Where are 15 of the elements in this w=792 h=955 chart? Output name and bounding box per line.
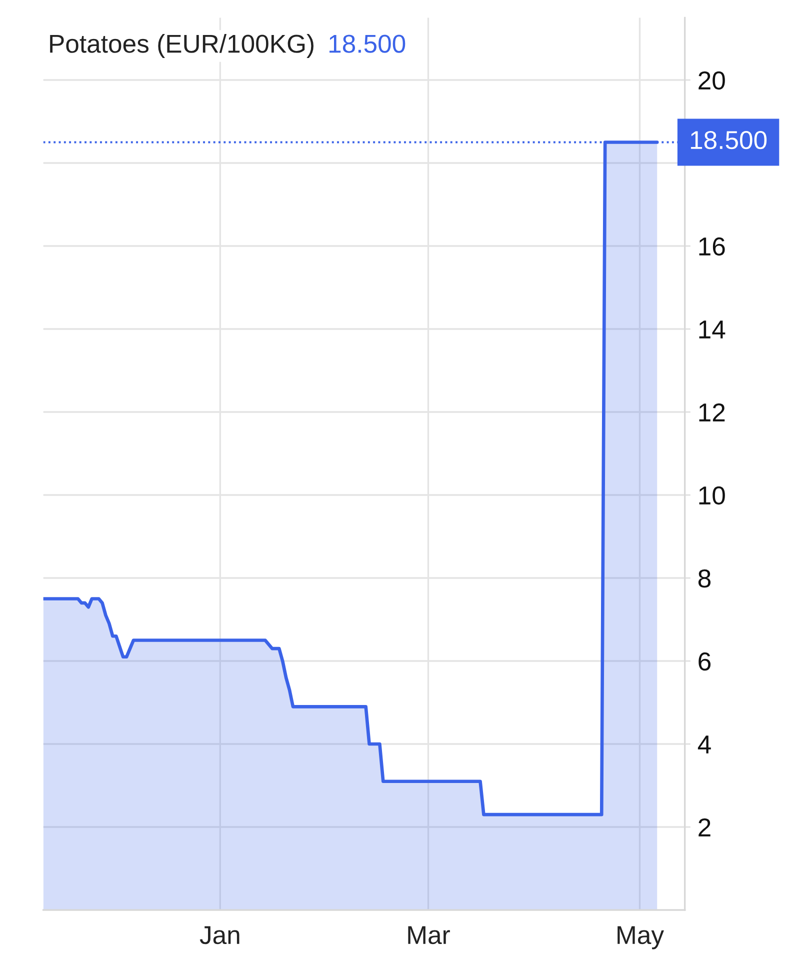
y-tick-label: 8	[698, 569, 711, 588]
x-tick-label: Mar	[408, 926, 450, 944]
y-tick-label: 4	[698, 736, 711, 754]
x-tick-label: May	[618, 926, 664, 950]
y-tick-label: 16	[699, 237, 725, 256]
y-tick-label: 2	[698, 818, 710, 836]
y-tick-label: 12	[699, 403, 725, 422]
y-tick-label: 20	[698, 71, 725, 90]
y-tick-label: 10	[699, 486, 725, 505]
y-tick-label: 14	[699, 320, 726, 338]
text: Potatoes (EUR/100KG)	[50, 34, 314, 58]
x-tick-label: Jan	[200, 926, 240, 944]
ref-line-label: 18.500	[690, 130, 767, 150]
text: 18.500	[330, 34, 406, 53]
y-tick-label: 6	[698, 652, 711, 671]
